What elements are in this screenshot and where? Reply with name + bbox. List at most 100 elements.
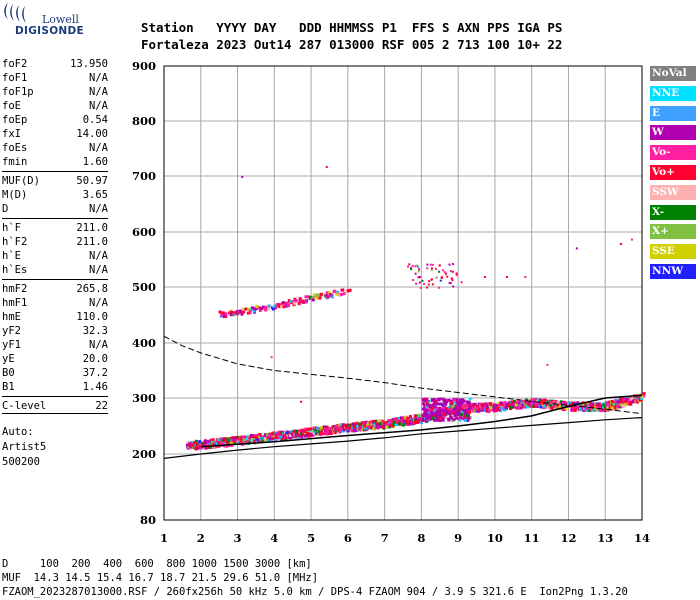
echo-point [462, 415, 466, 419]
echo-point [267, 307, 271, 311]
legend-label: Vo- [652, 146, 671, 159]
echo-point [417, 413, 421, 417]
echo-point [395, 423, 399, 427]
echo-point [483, 408, 487, 412]
echo-point [452, 263, 455, 266]
echo-point [441, 276, 444, 279]
echo-point [280, 304, 284, 308]
echo-point [423, 404, 427, 408]
echo-point [240, 312, 244, 316]
echo-point [451, 279, 454, 282]
echo-point [285, 304, 289, 308]
echo-point [512, 399, 516, 403]
echo-point [454, 405, 458, 409]
echo-point [497, 403, 501, 407]
echo-point [430, 268, 433, 271]
x-tick-label: 9 [454, 531, 462, 545]
echo-point [424, 405, 428, 409]
echo-point [584, 403, 588, 407]
echo-point [582, 402, 586, 406]
echo-point [295, 429, 299, 433]
echo-point [275, 435, 279, 439]
echo-point [624, 402, 628, 406]
echo-point [539, 400, 543, 404]
echo-point [378, 419, 382, 423]
echo-point [619, 243, 622, 245]
param-label: M(D) [2, 189, 28, 201]
legend-label: E [652, 106, 661, 119]
echo-point [268, 434, 272, 438]
echo-point [562, 403, 566, 407]
echo-point [436, 406, 440, 410]
param-value: 265.8 [76, 283, 108, 295]
echo-point [446, 275, 449, 278]
echo-point [288, 434, 292, 438]
echo-point [611, 406, 615, 410]
echo-point [612, 402, 616, 406]
echo-point [530, 403, 534, 407]
echo-point [530, 398, 534, 402]
echo-point [350, 428, 354, 432]
echo-point [514, 403, 518, 407]
echo-point [283, 434, 287, 438]
divider [2, 396, 108, 397]
legend-nne: NNE [650, 85, 696, 101]
echo-point [591, 402, 595, 406]
echo-point [284, 436, 288, 440]
echo-point [312, 431, 316, 435]
echo-point [401, 421, 405, 425]
echo-point [441, 408, 445, 412]
echo-point [366, 421, 370, 425]
echo-point [457, 417, 461, 421]
echo-point [417, 270, 420, 273]
echo-point [299, 432, 303, 436]
echo-point [465, 414, 469, 418]
echo-point [225, 440, 229, 444]
echo-point [262, 305, 266, 309]
echo-point [193, 444, 197, 448]
echo-point [223, 437, 227, 441]
echo-point [322, 292, 326, 296]
echo-point [585, 408, 589, 412]
x-tick-label: 3 [234, 531, 242, 545]
echo-point [441, 403, 445, 407]
echo-point [224, 314, 228, 318]
echo-point [233, 437, 237, 441]
echo-point [546, 405, 550, 409]
echo-point [340, 423, 344, 427]
echo-point [323, 429, 327, 433]
digisonde-logo: Lowell DIGISONDE [2, 2, 84, 37]
legend-label: SSW [652, 185, 679, 198]
echo-point [305, 433, 309, 437]
echo-point [583, 406, 587, 410]
echo-point [468, 410, 472, 414]
echo-point [608, 406, 612, 410]
echo-point [418, 419, 422, 423]
echo-point [190, 445, 194, 449]
echo-point [209, 440, 213, 444]
echo-point [431, 283, 434, 286]
echo-point [432, 411, 436, 415]
echo-point [400, 418, 404, 422]
echo-point [430, 267, 433, 270]
echo-point [429, 263, 432, 266]
echo-point [493, 408, 497, 412]
echo-point [366, 423, 370, 427]
legend-label: NNE [652, 86, 680, 99]
echo-point [514, 401, 518, 405]
echo-point [274, 304, 278, 308]
echo-point [309, 295, 313, 299]
echo-point [419, 421, 423, 425]
echo-point [246, 435, 250, 439]
x-tick-label: 8 [417, 531, 425, 545]
echo-point [283, 303, 287, 307]
echo-point [402, 419, 406, 423]
echo-point [443, 271, 446, 274]
echo-point [441, 418, 445, 422]
echo-point [455, 274, 458, 277]
echo-point [441, 397, 445, 401]
echo-point [309, 427, 313, 431]
echo-point [426, 267, 429, 270]
param-value: 14.00 [76, 128, 108, 140]
echo-point [313, 293, 317, 297]
